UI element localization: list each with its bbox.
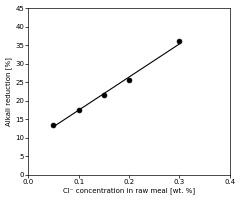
X-axis label: Cl⁻ concentration in raw meal [wt. %]: Cl⁻ concentration in raw meal [wt. %]: [63, 188, 195, 194]
Y-axis label: Alkali reduction [%]: Alkali reduction [%]: [6, 57, 12, 126]
